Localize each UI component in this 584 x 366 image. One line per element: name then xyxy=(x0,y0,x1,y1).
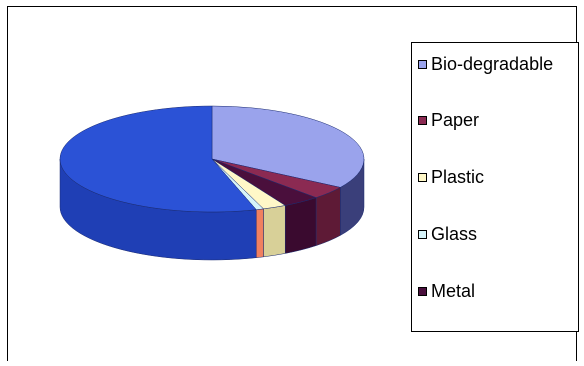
legend-item-glass: Glass xyxy=(418,223,477,245)
pie-slice-bio-degradable-light xyxy=(211,105,365,188)
pie-slice-bio-degradable-main xyxy=(59,105,257,213)
pie-side-glass xyxy=(255,208,264,258)
pie-side-metal xyxy=(284,197,317,254)
legend-label: Metal xyxy=(431,280,476,301)
pie-side-plastic xyxy=(263,205,286,258)
legend-swatch xyxy=(418,286,427,296)
legend-item-paper: Paper xyxy=(418,109,479,131)
legend-item-plastic: Plastic xyxy=(418,166,484,188)
legend-label: Glass xyxy=(431,223,478,244)
legend-label: Bio-degradable xyxy=(431,53,554,74)
legend-item-bio-degradable: Bio-degradable xyxy=(418,53,553,75)
legend-item-metal: Metal xyxy=(418,280,475,302)
legend-label: Paper xyxy=(431,109,480,130)
legend-swatch xyxy=(418,115,427,125)
legend-swatch xyxy=(418,59,427,69)
chart-legend: Bio-degradable Paper Plastic Glass Metal xyxy=(411,42,579,332)
legend-label: Plastic xyxy=(431,166,485,187)
legend-swatch xyxy=(418,172,427,182)
legend-swatch xyxy=(418,229,427,239)
